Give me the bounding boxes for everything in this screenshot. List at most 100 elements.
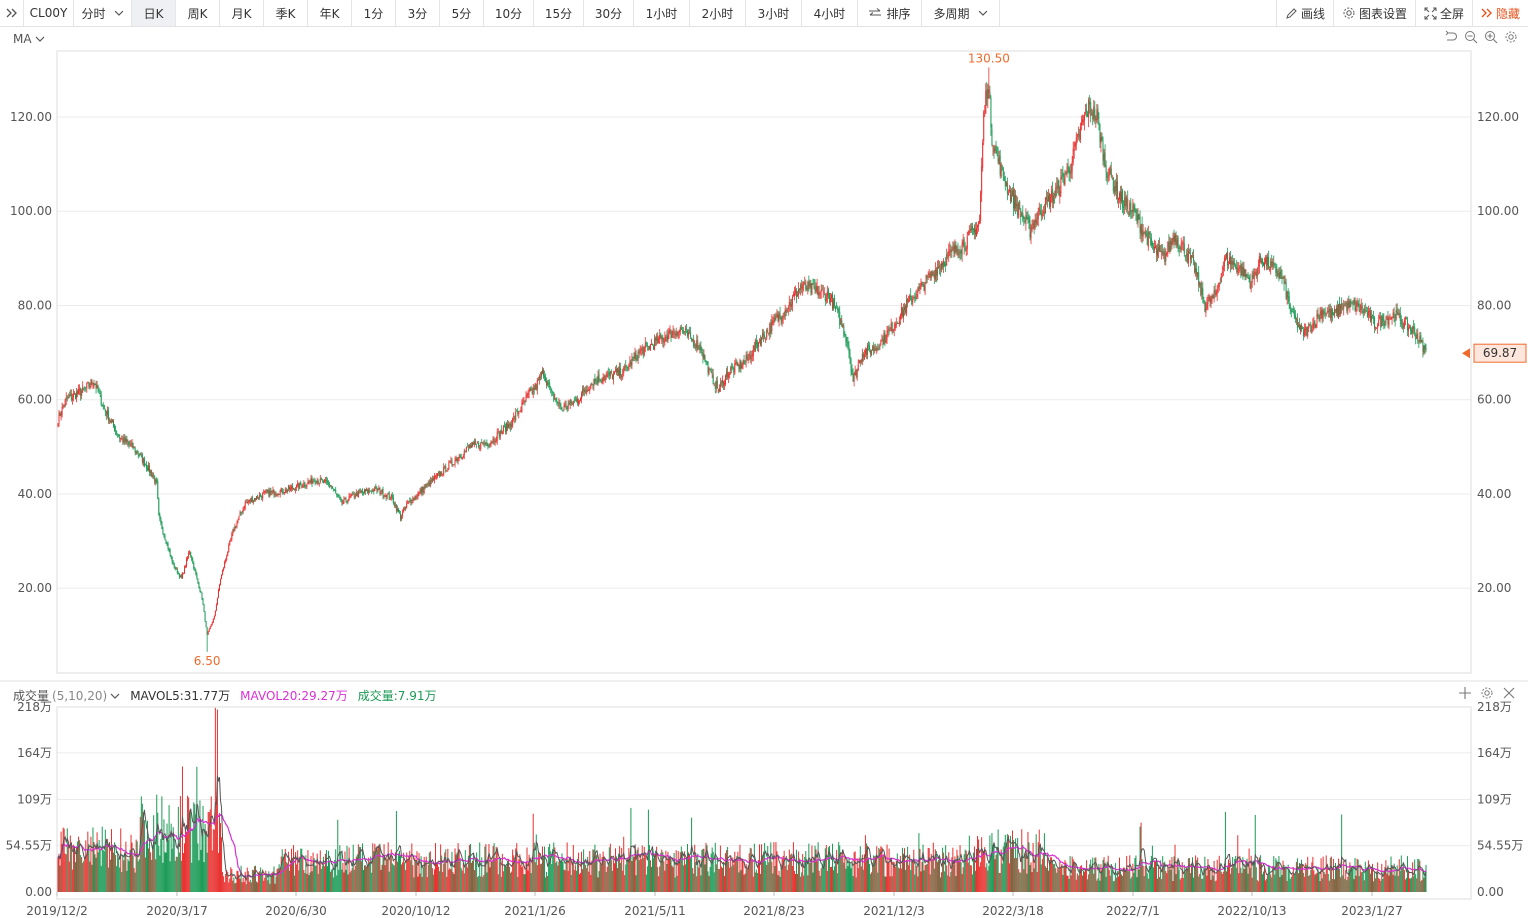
candle-body (479, 448, 481, 449)
candle-body (573, 400, 575, 402)
volume-bar (1221, 873, 1223, 892)
volume-bar (371, 872, 373, 892)
volume-bar (552, 848, 554, 892)
volume-bar (266, 874, 268, 892)
period-tab-6[interactable]: 1分 (352, 0, 396, 26)
period-tab-14[interactable]: 3小时 (746, 0, 802, 26)
candle-body (1108, 174, 1110, 176)
volume-bar (1063, 865, 1065, 892)
volume-bar (447, 848, 449, 892)
volume-bar (550, 851, 552, 892)
volume-bar (1247, 873, 1249, 892)
hide-panel-button[interactable]: 隐藏 (1471, 0, 1528, 26)
sort-button[interactable]: 排序 (858, 0, 922, 26)
volume-bar (784, 866, 786, 892)
volume-bar (1031, 872, 1033, 892)
period-tab-9[interactable]: 10分 (484, 0, 534, 26)
period-tab-13[interactable]: 2小时 (690, 0, 746, 26)
volume-bar (370, 856, 372, 892)
period-tab-3[interactable]: 月K (220, 0, 264, 26)
candle-body (206, 627, 208, 635)
candle-body (146, 468, 148, 471)
volume-bar (1403, 870, 1405, 892)
volume-bar (640, 859, 642, 892)
volume-bar (619, 846, 621, 892)
candle-body (309, 481, 311, 483)
volume-bar (714, 842, 716, 892)
candle-body (1166, 252, 1168, 255)
candle-body (528, 392, 530, 394)
candle-body (1018, 202, 1020, 218)
candle-body (907, 298, 909, 302)
candle-body (159, 514, 161, 519)
multi-period-dropdown[interactable]: 多周期 (922, 0, 1000, 26)
volume-bar (1164, 861, 1166, 892)
volume-bar (84, 859, 86, 892)
period-tab-11[interactable]: 30分 (584, 0, 634, 26)
zoom-out-icon[interactable] (1464, 30, 1478, 44)
volume-bar (1289, 879, 1291, 892)
volume-bar (501, 853, 503, 892)
candle-body (971, 225, 973, 230)
candle-body (542, 369, 544, 377)
candle-body (610, 371, 612, 374)
candle-body (1297, 325, 1299, 327)
period-tab-15[interactable]: 4小时 (802, 0, 858, 26)
volume-bar (933, 868, 935, 892)
volume-bar (805, 851, 807, 892)
volume-bar (191, 862, 193, 892)
period-tab-0[interactable]: 分时 (74, 0, 132, 26)
volume-bar (523, 874, 525, 892)
candle-body (1292, 309, 1294, 311)
candle-body (923, 284, 925, 292)
volume-tick-label: 109万 (17, 793, 52, 807)
period-tab-8[interactable]: 5分 (440, 0, 484, 26)
period-tab-2[interactable]: 周K (176, 0, 220, 26)
undo-icon[interactable] (1444, 30, 1458, 44)
candle-body (758, 340, 760, 342)
candle-body (1014, 194, 1016, 210)
candle-body (1043, 211, 1045, 214)
candle-body (816, 285, 818, 291)
volume-bar (516, 843, 518, 892)
volume-bar (1416, 878, 1418, 892)
ma-indicator-dropdown[interactable]: MA (13, 32, 45, 46)
candle-body (472, 442, 474, 446)
period-tab-4[interactable]: 季K (264, 0, 308, 26)
expand-panel-icon[interactable] (0, 0, 24, 26)
candle-body (681, 330, 683, 331)
period-tab-7[interactable]: 3分 (396, 0, 440, 26)
volume-bar (346, 845, 348, 892)
volume-bar (225, 873, 227, 892)
candle-body (1180, 243, 1182, 250)
volume-bar (509, 866, 511, 892)
volume-bar (1215, 880, 1217, 892)
fullscreen-button[interactable]: 全屏 (1414, 0, 1472, 26)
close-icon[interactable] (1502, 686, 1516, 700)
period-tab-1[interactable]: 日K (132, 0, 176, 26)
chart-settings-button[interactable]: 图表设置 (1332, 0, 1415, 26)
volume-tick-label: 218万 (17, 700, 52, 714)
zoom-in-icon[interactable] (1484, 30, 1498, 44)
volume-bar (236, 870, 238, 892)
volume-bar (711, 847, 713, 892)
candle-body (1249, 277, 1251, 288)
volume-settings-gear-icon[interactable] (1480, 686, 1494, 700)
add-icon[interactable] (1458, 686, 1472, 700)
volume-indicator-dropdown[interactable]: 成交量 (5,10,20) (13, 687, 120, 704)
volume-bar (851, 860, 853, 892)
period-tab-12[interactable]: 1小时 (634, 0, 690, 26)
period-tab-10[interactable]: 15分 (534, 0, 584, 26)
symbol-label[interactable]: CL00Y (24, 0, 74, 26)
draw-line-button[interactable]: 画线 (1275, 0, 1333, 26)
volume-bar (635, 875, 637, 892)
volume-bar (311, 871, 313, 892)
candle-body (1403, 320, 1405, 327)
period-tab-5[interactable]: 年K (308, 0, 352, 26)
volume-bar (231, 869, 233, 892)
candle-body (199, 587, 201, 592)
volume-bar (466, 867, 468, 892)
volume-bar (1104, 865, 1106, 892)
panel-settings-gear-icon[interactable] (1504, 30, 1518, 44)
